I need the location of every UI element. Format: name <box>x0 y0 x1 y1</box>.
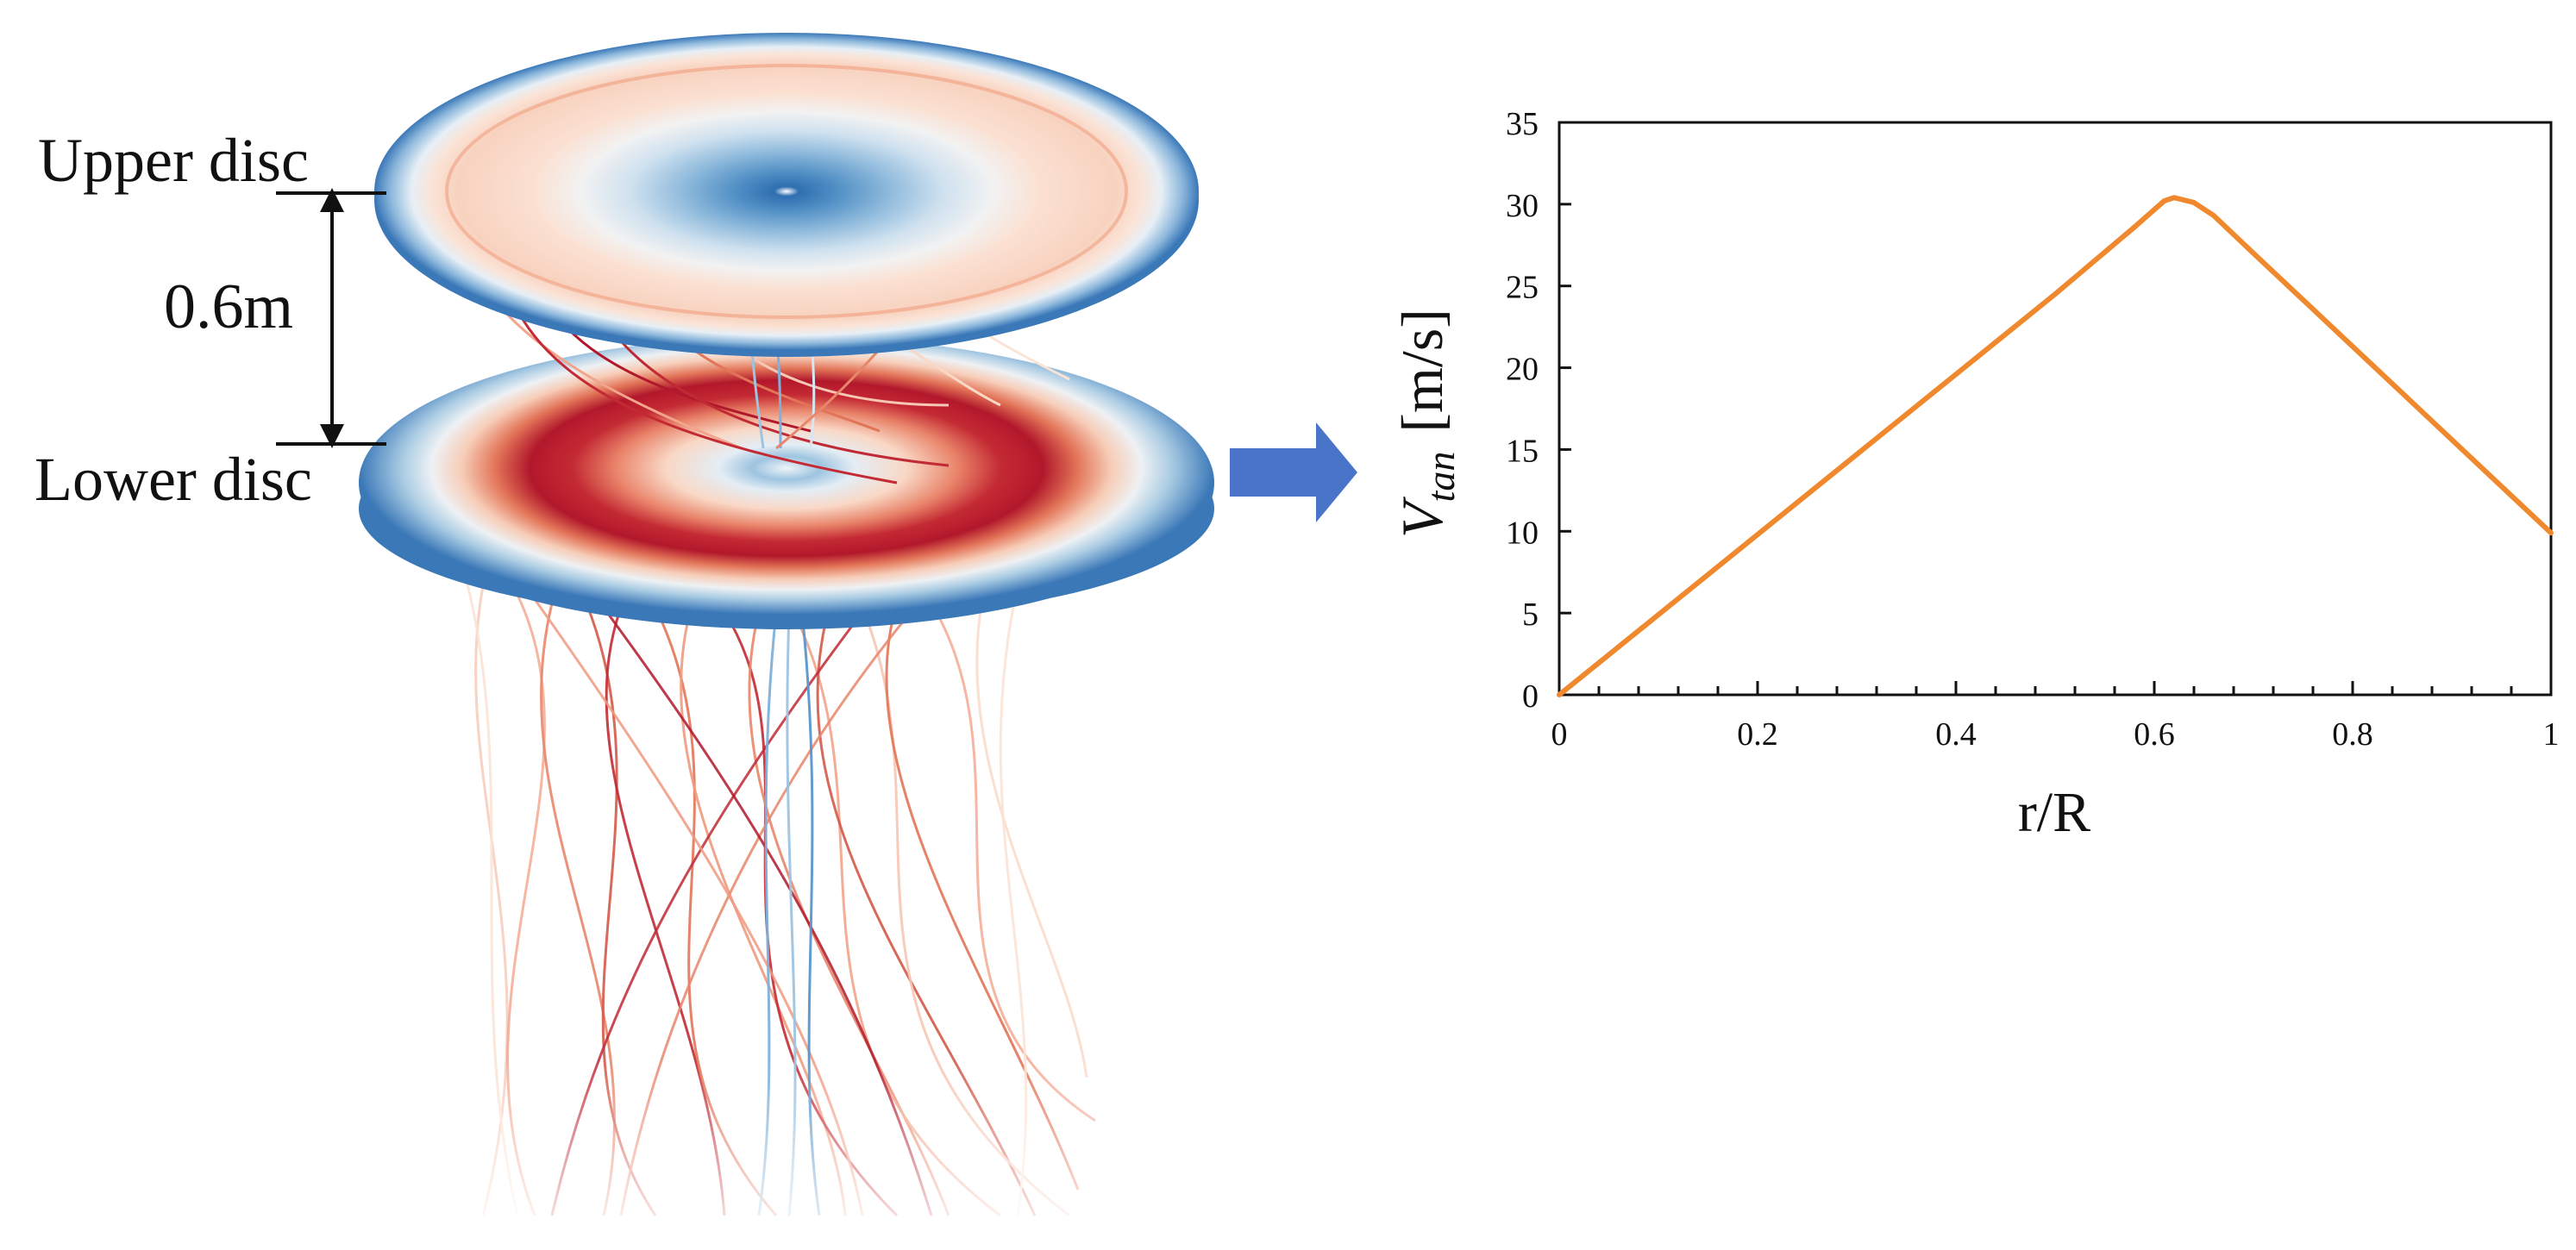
data-point <box>2191 200 2197 205</box>
data-point <box>1656 612 1661 617</box>
data-point <box>1557 692 1562 697</box>
x-axis-title: r/R <box>2018 781 2090 844</box>
x-axis-ticks: 0 0.2 0.4 0.6 0.8 1 <box>1551 681 2560 753</box>
y-tick-label: 10 <box>1506 515 1539 551</box>
data-point <box>2172 195 2177 200</box>
y-tick-label: 5 <box>1522 597 1539 633</box>
data-point <box>2350 344 2355 349</box>
y-tick-label: 15 <box>1506 433 1539 469</box>
data-point <box>1953 372 1959 377</box>
y-tick-label: 0 <box>1522 678 1539 715</box>
y-tick-label: 20 <box>1506 352 1539 388</box>
x-tick-label: 0.8 <box>2332 716 2373 753</box>
y-axis-title-sub: tan <box>1419 452 1463 503</box>
x-tick-label: 0.2 <box>1737 716 1778 753</box>
vortex-diagram: Upper disc Lower disc 0.6m <box>34 33 1357 1224</box>
data-point <box>2053 291 2058 297</box>
y-axis-ticks: 0 5 10 15 20 25 30 35 <box>1506 106 1571 715</box>
x-tick-label: 0.6 <box>2134 716 2175 753</box>
series-line-vtan <box>1557 195 2554 697</box>
data-point <box>1854 452 1859 457</box>
y-tick-label: 30 <box>1506 188 1539 224</box>
y-axis-title: Vtan [m/s] <box>1389 309 1463 538</box>
x-tick-label: 1 <box>2543 716 2560 753</box>
data-point <box>2162 198 2167 203</box>
data-point <box>2251 251 2256 256</box>
data-point <box>2132 224 2137 229</box>
streamlines-gap <box>481 284 1070 484</box>
lower-disc-label: Lower disc <box>34 445 312 514</box>
data-point <box>2548 530 2554 535</box>
x-tick-label: 0 <box>1551 716 1568 753</box>
data-point <box>1755 532 1760 537</box>
svg-text:Vtan[m/s]: Vtan [m/s] <box>1389 309 1463 538</box>
plot-area <box>1558 121 2553 697</box>
data-point <box>2211 213 2216 218</box>
right-arrow-icon <box>1230 422 1357 522</box>
x-tick-label: 0.4 <box>1935 716 1977 753</box>
gap-label: 0.6m <box>164 272 293 342</box>
y-axis-title-main: V <box>1389 496 1455 538</box>
upper-disc-label: Upper disc <box>38 126 309 195</box>
y-axis-title-unit: [m/s] <box>1389 309 1455 433</box>
y-tick-label: 35 <box>1506 106 1539 142</box>
upper-disc <box>374 33 1199 357</box>
lower-disc <box>359 336 1214 629</box>
y-tick-label: 25 <box>1506 270 1539 306</box>
data-point <box>2449 437 2454 442</box>
